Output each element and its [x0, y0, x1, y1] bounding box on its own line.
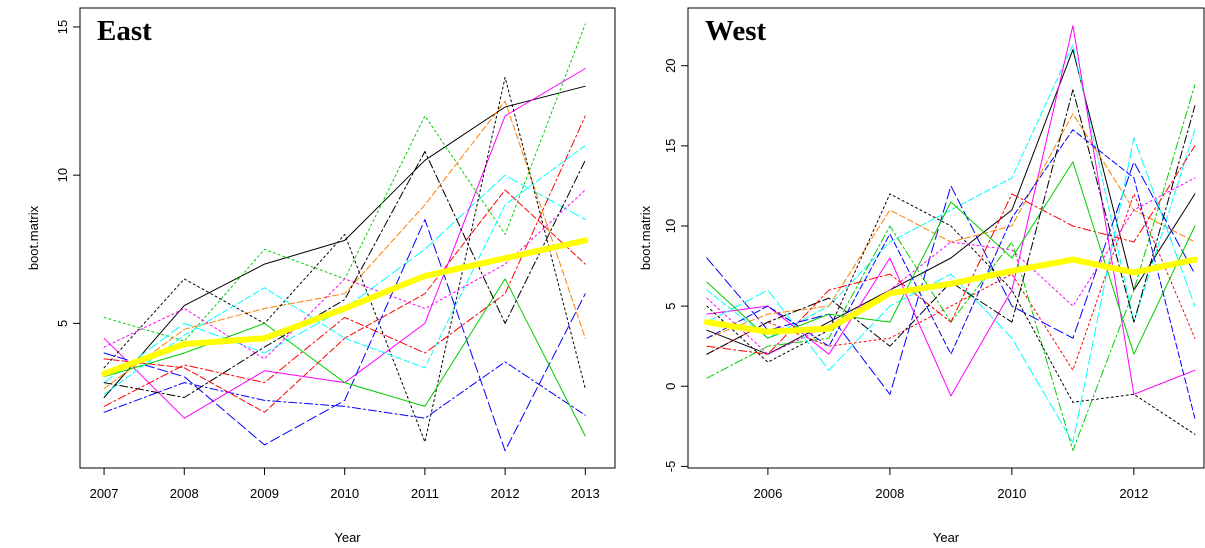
series-line: [706, 113, 1196, 339]
series-line: [103, 174, 586, 384]
series-line: [103, 219, 586, 452]
plot-area: [101, 23, 589, 452]
y-tick-label: -5: [663, 461, 678, 473]
x-axis-label: Year: [933, 530, 960, 545]
y-tick-label: 10: [55, 168, 70, 182]
series-line: [103, 85, 586, 398]
series-line: [103, 189, 586, 413]
x-tick-label: 2013: [571, 486, 600, 501]
series-line: [103, 151, 586, 398]
series-line: [706, 161, 1196, 395]
y-tick-label: 20: [663, 58, 678, 72]
series-line: [103, 189, 586, 360]
series-line: [103, 145, 586, 395]
plot-frame: [79, 7, 616, 469]
plot-frame: [687, 7, 1205, 469]
series-line: [103, 278, 586, 437]
x-tick-label: 2010: [330, 486, 359, 501]
y-axis-label: boot.matrix: [26, 205, 41, 270]
y-tick-label: 0: [663, 383, 678, 390]
y-tick-label: 10: [663, 219, 678, 233]
chart-title: East: [97, 15, 152, 47]
x-tick-label: 2006: [753, 486, 782, 501]
x-tick-label: 2012: [491, 486, 520, 501]
plot-area: [703, 25, 1198, 451]
series-line: [103, 76, 586, 443]
series-line: [706, 177, 1196, 355]
x-tick-label: 2010: [997, 486, 1026, 501]
x-axis-label: Year: [334, 530, 361, 545]
series-line: [706, 129, 1196, 419]
series-line: [103, 68, 586, 419]
series-line: [101, 237, 589, 377]
series-line: [706, 44, 1196, 339]
x-tick-label: 2007: [90, 486, 119, 501]
series-line: [706, 49, 1196, 355]
x-tick-label: 2008: [170, 486, 199, 501]
series-line: [706, 25, 1196, 397]
x-tick-label: 2012: [1119, 486, 1148, 501]
y-tick-label: 15: [663, 139, 678, 153]
x-tick-label: 2009: [250, 486, 279, 501]
y-axis-label: boot.matrix: [638, 205, 653, 270]
x-tick-label: 2011: [411, 486, 439, 501]
y-tick-label: 5: [55, 320, 70, 327]
chart-title: West: [705, 15, 767, 47]
series-line: [103, 100, 586, 390]
y-tick-label: 5: [663, 303, 678, 310]
series-line: [703, 256, 1198, 335]
y-tick-label: 15: [55, 20, 70, 34]
series-line: [706, 193, 1196, 435]
x-tick-label: 2008: [875, 486, 904, 501]
series-line: [103, 115, 586, 407]
series-line: [706, 137, 1196, 443]
series-line: [103, 361, 586, 419]
